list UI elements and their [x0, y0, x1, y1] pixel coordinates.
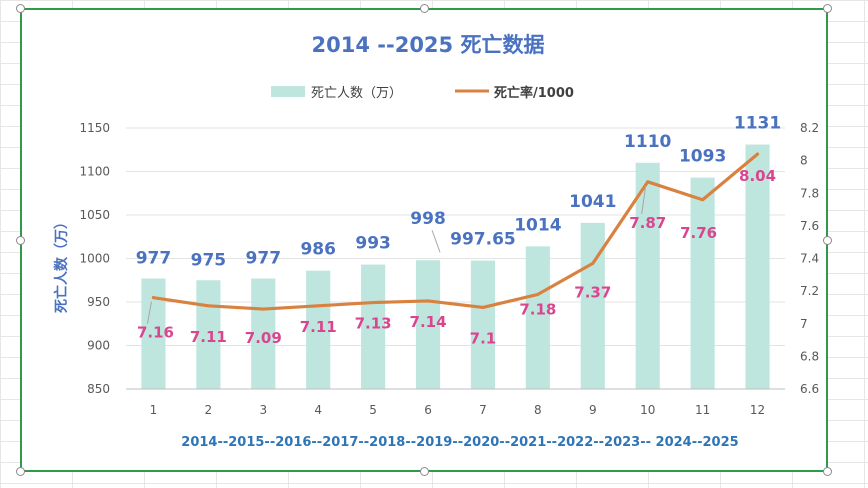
line-value-label: 7.11	[300, 318, 337, 336]
bar	[196, 280, 221, 389]
x-tick-label: 9	[589, 403, 597, 417]
bar	[306, 270, 331, 389]
line-point	[481, 305, 485, 309]
y-right-tick-label: 6.8	[800, 349, 819, 363]
label-leader-line	[146, 301, 152, 324]
bar-value-label: 1131	[734, 114, 781, 134]
y-right-tick-label: 7.6	[800, 219, 819, 233]
bar-value-label: 993	[355, 234, 391, 254]
line-point	[206, 304, 210, 308]
bar-value-label: 986	[300, 240, 336, 260]
x-tick-label: 11	[695, 403, 710, 417]
bar-value-label: 997.65	[450, 230, 516, 250]
bar-value-label: 977	[136, 249, 172, 269]
legend-line-label: 死亡率/1000	[494, 85, 574, 101]
legend-bar-swatch	[271, 86, 305, 97]
bar-value-label: 1041	[569, 192, 616, 212]
bar-value-label: 1014	[514, 215, 561, 235]
bar	[745, 144, 770, 389]
y-left-tick-label: 1100	[79, 165, 110, 179]
resize-handle-top-center[interactable]	[420, 4, 429, 13]
y-right-tick-label: 6.6	[800, 382, 819, 396]
line-value-label: 7.11	[190, 328, 227, 346]
resize-handle-bottom-center[interactable]	[420, 467, 429, 476]
resize-handle-middle-right[interactable]	[823, 236, 832, 245]
bar-value-label: 975	[191, 250, 227, 270]
line-value-label: 7.87	[629, 214, 666, 232]
chart-title: 2014 --2025 死亡数据	[312, 33, 545, 57]
y-left-tick-label: 1050	[79, 208, 110, 222]
resize-handle-middle-left[interactable]	[16, 236, 25, 245]
y-left-tick-label: 950	[87, 295, 110, 309]
bar-value-label: 998	[410, 209, 446, 229]
line-value-label: 7.14	[410, 313, 447, 331]
line-value-label: 7.18	[519, 300, 556, 318]
resize-handle-bottom-left[interactable]	[16, 467, 25, 476]
x-tick-label: 7	[479, 403, 487, 417]
line-value-label: 7.1	[470, 329, 497, 347]
bar	[580, 222, 605, 389]
death-rate-line	[151, 152, 760, 311]
y-left-tick-label: 1150	[79, 121, 110, 135]
line-value-label: 8.04	[739, 167, 776, 185]
line-point	[536, 292, 540, 296]
y-right-tick-label: 8	[800, 154, 808, 168]
line-point	[701, 198, 705, 202]
legend: 死亡人数（万） 死亡率/1000	[271, 85, 574, 101]
line-point	[646, 180, 650, 184]
resize-handle-top-right[interactable]	[823, 4, 832, 13]
x-tick-label: 2	[205, 403, 213, 417]
bar	[525, 246, 550, 389]
legend-bar-label: 死亡人数（万）	[311, 86, 402, 101]
bar	[470, 260, 496, 389]
x-tick-label: 12	[750, 403, 765, 417]
x-tick-label: 6	[424, 403, 432, 417]
bar	[251, 278, 276, 389]
line-point	[261, 307, 265, 311]
line-value-label: 7.16	[137, 324, 174, 342]
line-point	[151, 296, 155, 300]
x-period-label: 2014--2015--2016--2017--2018--2019--2020…	[181, 435, 738, 450]
resize-handle-top-left[interactable]	[16, 4, 25, 13]
label-leader-line	[431, 230, 441, 253]
y-left-tick-label: 900	[87, 339, 110, 353]
bar	[361, 264, 386, 389]
line-value-label: 7.37	[574, 283, 611, 301]
line-point	[591, 261, 595, 265]
y-right-tick-label: 7.2	[800, 284, 819, 298]
line-point	[756, 152, 760, 156]
x-tick-label: 1	[150, 403, 158, 417]
y-left-tick-label: 1000	[79, 252, 110, 266]
x-tick-label: 4	[314, 403, 322, 417]
bar	[690, 177, 715, 389]
line-point	[426, 299, 430, 303]
x-tick-label: 10	[640, 403, 655, 417]
y-right-tick-label: 7.8	[800, 186, 819, 200]
line-point	[316, 304, 320, 308]
y-axis-title: 死亡人数（万）	[53, 215, 70, 314]
bar-value-label: 1093	[679, 147, 726, 167]
label-leader-line	[641, 185, 647, 214]
y-right-tick-label: 7.4	[800, 252, 819, 266]
x-tick-label: 5	[369, 403, 377, 417]
resize-handle-bottom-right[interactable]	[823, 467, 832, 476]
bar-value-label: 1110	[624, 132, 671, 152]
x-tick-label: 3	[259, 403, 267, 417]
bar	[415, 260, 441, 389]
line-value-label: 7.76	[680, 224, 717, 242]
bar	[635, 162, 660, 389]
line-point	[371, 301, 375, 305]
y-right-tick-label: 7	[800, 317, 808, 331]
bar-value-label: 977	[246, 249, 282, 269]
y-left-tick-label: 850	[87, 382, 110, 396]
line-value-label: 7.09	[245, 329, 282, 347]
line-value-label: 7.13	[355, 315, 392, 333]
x-tick-label: 8	[534, 403, 542, 417]
y-right-tick-label: 8.2	[800, 121, 819, 135]
